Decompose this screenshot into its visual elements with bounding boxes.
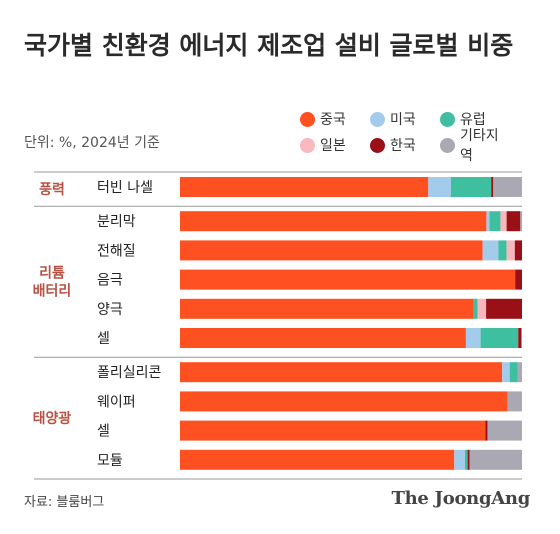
bar-segment-한국 [485,420,488,441]
bar-segment-유럽 [450,177,492,197]
legend-item-other: 기타지역 [440,125,510,165]
bar-segment-한국 [467,449,470,470]
legend-swatch-other [440,137,455,153]
row-label: 모듈 [97,453,123,469]
bar-segment-한국 [506,211,521,232]
bar-segment-미국 [428,177,451,197]
legend-row-1: 중국 미국 유럽 [300,106,550,132]
bar-segment-중국 [180,328,466,348]
legend-row-2: 일본 한국 기타지역 [300,128,550,164]
legend-swatch-japan [300,137,315,153]
source-note: 자료: 블룸버그 [24,495,105,510]
bar-segment-중국 [180,240,483,261]
legend-item-japan: 일본 [300,135,370,155]
legend-label-china: 중국 [320,112,346,128]
bar-segment-유럽 [498,240,507,261]
row-label: 분리막 [97,214,136,230]
group-label: 리튬 배터리 [33,266,72,300]
bar-segment-유럽 [473,298,478,319]
legend-label-other: 기타지역 [460,128,499,164]
legend-label-usa: 미국 [390,112,416,128]
bar-segment-기타지역 [487,420,522,441]
row-label: 웨이퍼 [97,394,136,410]
bar-segment-중국 [180,420,486,441]
legend-item-korea: 한국 [370,135,440,155]
bar-segment-기타지역 [507,391,522,412]
bar-segment-미국 [482,240,499,261]
bar-segment-기타지역 [517,362,522,383]
row-label: 터빈 나셀 [97,180,153,196]
bar-segment-중국 [180,298,474,319]
group-label: 풍력 [39,182,65,198]
bar-segment-유럽 [480,328,519,348]
legend-item-usa: 미국 [370,109,440,129]
row-label: 양극 [97,302,123,318]
bar-segment-중국 [180,177,429,197]
bar-segment-중국 [180,391,508,412]
bar-segment-기타지역 [469,449,522,470]
bar-segment-기타지역 [493,177,522,197]
row-label: 셀 [97,424,110,440]
legend-item-china: 중국 [300,109,370,129]
legend-swatch-china [300,111,315,127]
legend-swatch-europe [440,111,455,127]
bar-segment-미국 [454,449,465,470]
bar-segment-일본 [500,211,507,232]
row-label: 셀 [97,331,110,347]
bar-segment-기타지역 [521,328,522,348]
legend: 중국 미국 유럽 일본 한국 기타지역 [300,106,550,164]
row-label: 전해질 [97,243,136,259]
bar-segment-미국 [486,211,490,232]
bar-segment-한국 [518,328,522,348]
chart-title: 국가별 친환경 에너지 제조업 설비 글로벌 비중 [24,31,514,60]
bar-segment-중국 [180,449,455,470]
row-label: 폴리실리콘 [97,365,162,381]
legend-item-europe: 유럽 [440,109,510,129]
bar-segment-미국 [465,328,481,348]
bar-segment-유럽 [489,211,501,232]
legend-swatch-korea [370,137,385,153]
group-label: 태양광 [33,410,72,427]
bar-segment-한국 [514,240,522,261]
row-label: 음극 [97,273,123,289]
bar-segment-중국 [180,362,503,383]
bar-segment-일본 [477,298,487,319]
legend-label-japan: 일본 [320,138,346,154]
bar-segment-유럽 [464,449,468,470]
bar-segment-중국 [180,269,516,290]
legend-label-europe: 유럽 [460,112,486,128]
bar-segment-미국 [502,362,510,383]
bar-segment-일본 [506,240,515,261]
legend-swatch-usa [370,111,385,127]
bar-segment-유럽 [509,362,518,383]
bar-segment-기타지역 [520,211,522,232]
legend-label-korea: 한국 [390,138,416,154]
bar-segment-한국 [486,298,522,319]
chart-subtitle: 단위: %, 2024년 기준 [24,135,160,151]
publisher-logo: The JoongAng [391,488,531,509]
bar-segment-한국 [491,177,494,197]
bar-segment-한국 [515,269,522,290]
bar-segment-중국 [180,211,487,232]
